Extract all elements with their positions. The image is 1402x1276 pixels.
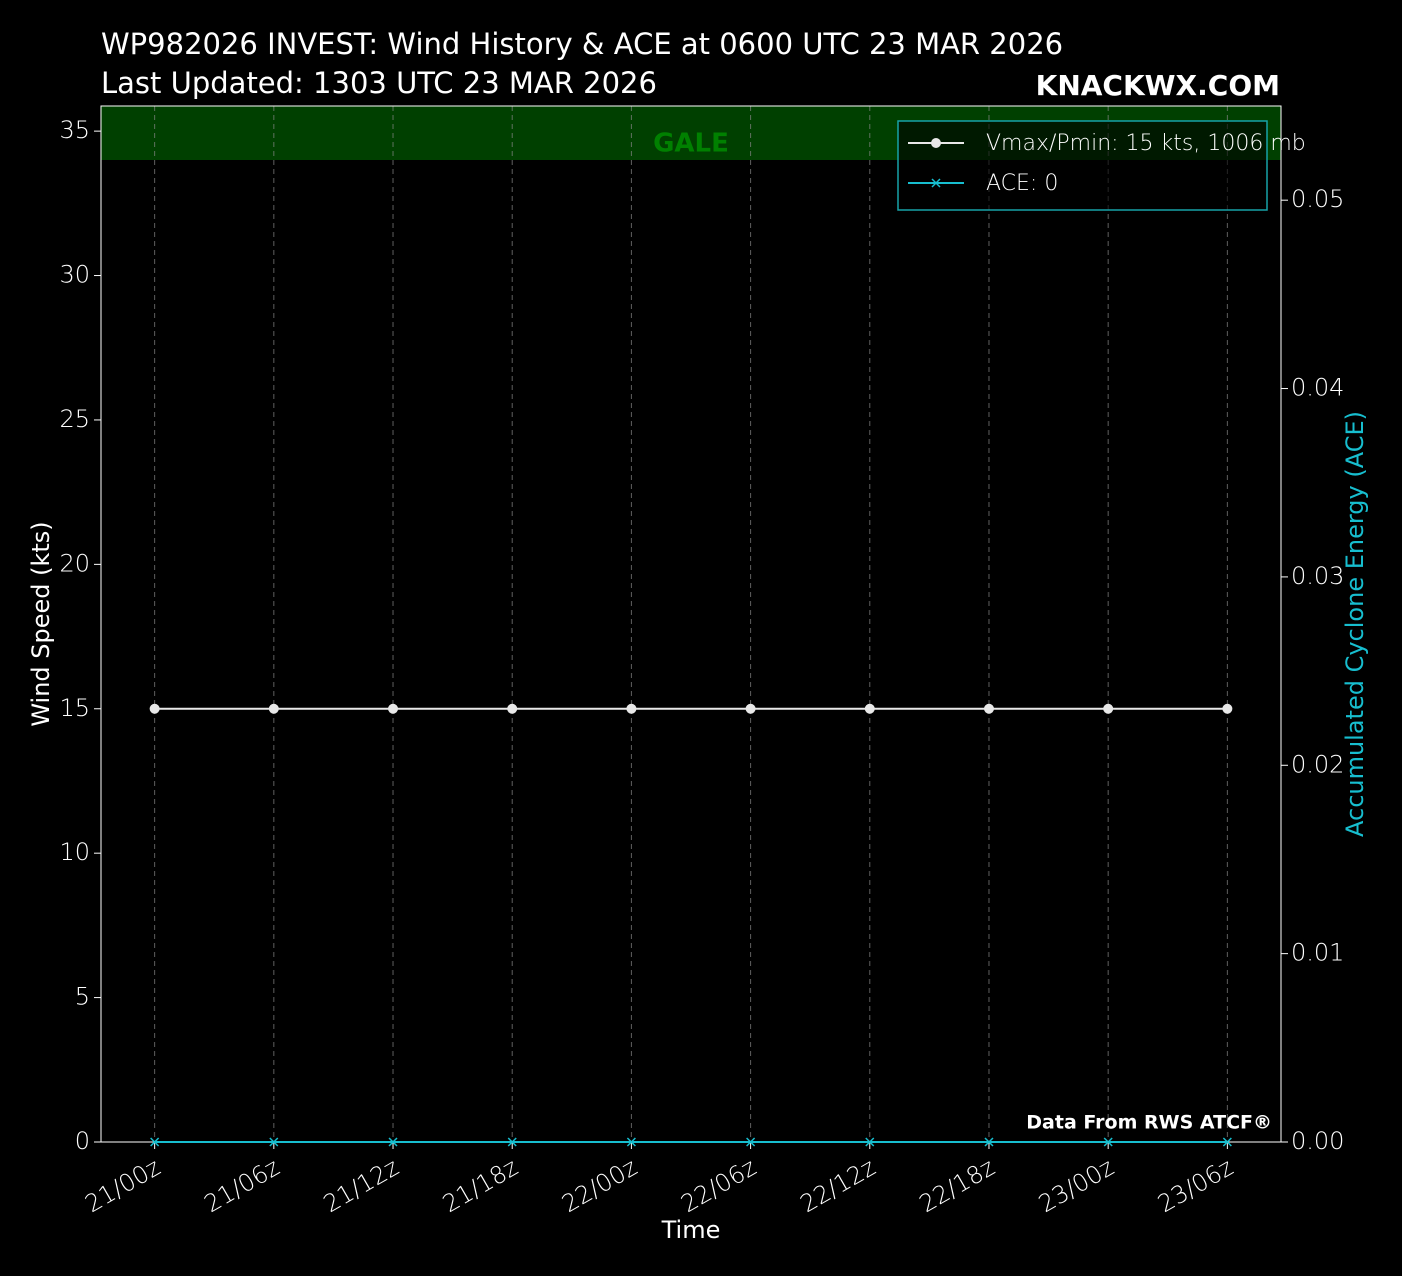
point	[149, 703, 160, 714]
x-axis-label: Time	[661, 1216, 721, 1244]
legend-box	[897, 120, 1268, 211]
point	[1222, 1137, 1232, 1147]
chart-subtitle: Last Updated: 1303 UTC 23 MAR 2026	[101, 66, 657, 100]
point	[507, 1137, 517, 1147]
y2-axis-label: Accumulated Cyclone Energy (ACE)	[1341, 411, 1369, 837]
point	[268, 703, 279, 714]
y-tick-label: 20	[59, 549, 90, 577]
legend-label: ACE: 0	[986, 171, 1058, 196]
legend-label: Vmax/Pmin: 15 kts, 1006 mb	[986, 131, 1306, 156]
y-tick-label: 35	[59, 116, 90, 144]
point	[388, 1137, 398, 1147]
y2-tick-label: 0.03	[1291, 562, 1344, 590]
source-note: Data From RWS ATCF®	[1026, 1112, 1272, 1134]
y-tick-label: 30	[59, 261, 90, 289]
y2-tick-label: 0.02	[1291, 750, 1344, 778]
brand: KNACKWX.COM	[1036, 69, 1280, 102]
point	[388, 703, 399, 714]
point	[626, 1137, 636, 1147]
gale-label: GALE	[653, 129, 729, 159]
point	[1103, 1137, 1113, 1147]
y-tick-label: 0	[75, 1127, 90, 1155]
point	[931, 138, 941, 148]
y2-tick-label: 0.01	[1291, 939, 1344, 967]
point	[1222, 703, 1233, 714]
point	[931, 178, 941, 188]
point	[507, 703, 518, 714]
point	[984, 1137, 994, 1147]
point	[626, 703, 637, 714]
point	[983, 703, 994, 714]
y2-tick-label: 0.04	[1291, 374, 1344, 402]
point	[1103, 703, 1114, 714]
point	[864, 703, 875, 714]
y-axis-label: Wind Speed (kts)	[27, 521, 55, 726]
point	[746, 1137, 756, 1147]
y-tick-label: 5	[75, 983, 90, 1011]
point	[865, 1137, 875, 1147]
y2-tick-label: 0.00	[1291, 1127, 1344, 1155]
point	[269, 1137, 279, 1147]
chart-title: WP982026 INVEST: Wind History & ACE at 0…	[101, 27, 1063, 61]
point	[150, 1137, 160, 1147]
y-tick-label: 10	[59, 838, 90, 866]
y2-tick-label: 0.05	[1291, 185, 1344, 213]
y-tick-label: 25	[59, 405, 90, 433]
y-tick-label: 15	[59, 694, 90, 722]
point	[745, 703, 756, 714]
